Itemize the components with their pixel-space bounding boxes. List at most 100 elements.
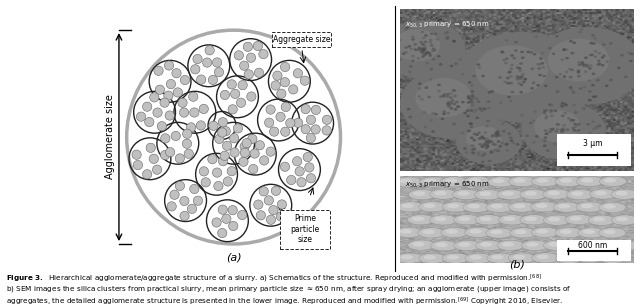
Circle shape xyxy=(559,141,563,144)
Circle shape xyxy=(584,71,588,73)
Circle shape xyxy=(153,108,162,117)
Circle shape xyxy=(556,253,582,264)
Circle shape xyxy=(173,88,182,97)
Circle shape xyxy=(596,63,600,66)
Circle shape xyxy=(482,145,486,148)
Circle shape xyxy=(218,118,227,127)
Circle shape xyxy=(180,197,189,206)
Circle shape xyxy=(266,147,275,156)
Circle shape xyxy=(570,216,582,221)
Circle shape xyxy=(566,138,570,140)
Circle shape xyxy=(214,134,224,144)
Circle shape xyxy=(411,55,415,57)
Circle shape xyxy=(467,129,470,132)
Circle shape xyxy=(513,178,525,183)
Circle shape xyxy=(518,78,522,80)
Circle shape xyxy=(421,47,425,50)
Circle shape xyxy=(529,51,533,54)
Circle shape xyxy=(428,96,431,98)
Text: (a): (a) xyxy=(226,253,241,262)
Circle shape xyxy=(472,132,476,135)
Circle shape xyxy=(394,29,440,61)
Circle shape xyxy=(520,75,524,78)
Circle shape xyxy=(572,129,576,132)
Circle shape xyxy=(458,242,470,247)
Circle shape xyxy=(221,214,231,223)
Circle shape xyxy=(486,228,513,238)
Circle shape xyxy=(591,84,595,87)
Circle shape xyxy=(165,111,174,120)
Circle shape xyxy=(429,68,433,71)
Circle shape xyxy=(429,78,433,81)
Circle shape xyxy=(396,253,423,263)
Circle shape xyxy=(592,42,596,45)
Circle shape xyxy=(470,84,474,87)
Circle shape xyxy=(588,67,592,70)
Circle shape xyxy=(408,116,412,118)
Circle shape xyxy=(419,41,423,43)
Circle shape xyxy=(593,217,605,221)
Circle shape xyxy=(549,109,553,112)
Circle shape xyxy=(597,59,601,62)
Circle shape xyxy=(429,38,433,41)
Circle shape xyxy=(604,178,616,183)
Circle shape xyxy=(566,189,594,200)
Circle shape xyxy=(381,21,465,79)
Circle shape xyxy=(228,105,237,114)
Circle shape xyxy=(582,86,586,88)
Circle shape xyxy=(449,107,453,110)
Circle shape xyxy=(533,110,537,113)
Circle shape xyxy=(592,128,596,130)
Circle shape xyxy=(564,71,568,73)
Circle shape xyxy=(508,253,535,263)
Circle shape xyxy=(583,64,586,66)
Circle shape xyxy=(570,52,574,55)
Circle shape xyxy=(445,95,449,98)
Circle shape xyxy=(477,100,481,103)
Text: $x_{50,3}$ primary = 650 nm: $x_{50,3}$ primary = 650 nm xyxy=(404,19,489,29)
Circle shape xyxy=(421,48,425,51)
Circle shape xyxy=(516,143,520,146)
Circle shape xyxy=(588,99,591,101)
Circle shape xyxy=(520,215,547,225)
Circle shape xyxy=(454,108,458,111)
Circle shape xyxy=(586,65,589,67)
Circle shape xyxy=(154,66,163,75)
Circle shape xyxy=(483,137,486,140)
Circle shape xyxy=(426,25,429,27)
Circle shape xyxy=(585,64,589,67)
Circle shape xyxy=(483,153,486,155)
Circle shape xyxy=(598,228,626,238)
Circle shape xyxy=(590,54,594,56)
Circle shape xyxy=(588,79,591,82)
Circle shape xyxy=(577,123,581,125)
Circle shape xyxy=(563,111,567,114)
Circle shape xyxy=(572,42,576,44)
Circle shape xyxy=(431,130,435,133)
Circle shape xyxy=(420,51,424,53)
Circle shape xyxy=(582,107,586,110)
Circle shape xyxy=(412,217,424,221)
Circle shape xyxy=(589,64,593,67)
Circle shape xyxy=(273,71,282,80)
Circle shape xyxy=(424,41,428,43)
Circle shape xyxy=(513,255,525,259)
Circle shape xyxy=(480,135,484,138)
Circle shape xyxy=(456,119,522,164)
Circle shape xyxy=(424,255,436,260)
Circle shape xyxy=(418,48,422,51)
Circle shape xyxy=(452,89,456,91)
Circle shape xyxy=(555,35,559,38)
Circle shape xyxy=(256,211,266,220)
Circle shape xyxy=(548,47,552,50)
Circle shape xyxy=(421,48,425,51)
Circle shape xyxy=(418,228,445,238)
Circle shape xyxy=(421,48,425,51)
Circle shape xyxy=(509,202,536,212)
Circle shape xyxy=(570,119,573,121)
Circle shape xyxy=(509,176,536,187)
Circle shape xyxy=(578,63,581,66)
Circle shape xyxy=(509,136,513,139)
Circle shape xyxy=(500,142,504,144)
Circle shape xyxy=(508,96,511,98)
